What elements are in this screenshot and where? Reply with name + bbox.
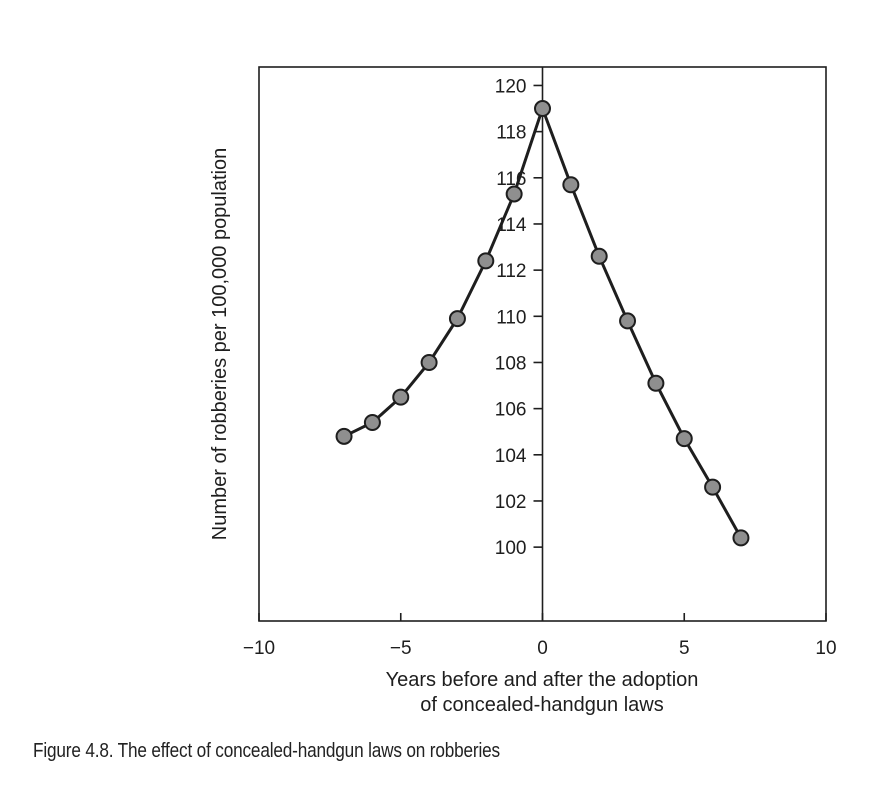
y-tick-label: 102 [495, 492, 527, 513]
y-axis-title: Number of robberies per 100,000 populati… [209, 148, 231, 540]
y-tick-label: 100 [495, 538, 527, 559]
y-tick-label: 108 [495, 353, 527, 374]
y-tick-label: 120 [495, 76, 527, 97]
figure-caption: Figure 4.8. The effect of concealed-hand… [33, 740, 500, 762]
x-tick-label: −10 [243, 638, 275, 659]
y-tick-label: 106 [495, 400, 527, 421]
data-point [590, 247, 608, 265]
data-point [675, 430, 693, 448]
data-point [363, 413, 381, 431]
data-point [420, 353, 438, 371]
x-tick-label: 5 [679, 638, 690, 659]
y-tick-label: 112 [496, 261, 526, 282]
data-point [335, 427, 353, 445]
data-point [448, 310, 466, 328]
x-axis-title-line2: of concealed-handgun laws [420, 694, 664, 716]
data-point [477, 252, 495, 270]
x-tick-label: 10 [815, 638, 836, 659]
data-point [562, 176, 580, 194]
x-axis-title-line1: Years before and after the adoption [386, 669, 699, 691]
x-tick-label: 0 [537, 638, 548, 659]
data-point [732, 529, 750, 547]
data-point [392, 388, 410, 406]
x-axis-ticks: −10 −5 0 5 10 [243, 613, 837, 659]
data-points [335, 100, 750, 547]
data-point [505, 185, 523, 203]
x-tick-label: −5 [390, 638, 412, 659]
data-point [619, 312, 637, 330]
data-point [704, 478, 722, 496]
y-tick-label: 104 [495, 446, 527, 467]
y-tick-label: 110 [496, 307, 526, 328]
y-tick-label: 118 [496, 123, 526, 144]
data-point [647, 374, 665, 392]
y-tick-label: 116 [496, 169, 526, 190]
data-point [534, 100, 551, 118]
